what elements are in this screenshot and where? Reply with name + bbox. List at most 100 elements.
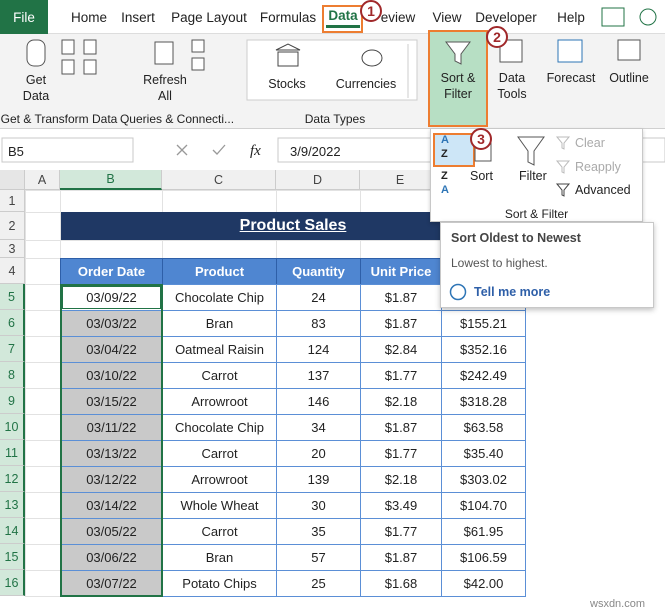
table-cell[interactable]: 24 [276, 284, 361, 311]
table-cell[interactable]: Arrowroot [162, 388, 277, 415]
table-cell[interactable]: $155.21 [441, 310, 526, 337]
cell[interactable] [25, 414, 61, 441]
ribbon-tab[interactable]: Home [70, 9, 107, 25]
table-cell[interactable]: 139 [276, 466, 361, 493]
cell[interactable] [162, 190, 277, 213]
table-cell[interactable]: $1.77 [360, 440, 442, 467]
table-cell[interactable]: $35.40 [441, 440, 526, 467]
cell[interactable] [25, 362, 61, 389]
table-cell[interactable]: $2.18 [360, 388, 442, 415]
table-cell[interactable]: Chocolate Chip [162, 284, 277, 311]
cell[interactable] [25, 466, 61, 493]
table-cell[interactable]: $2.18 [360, 466, 442, 493]
table-cell[interactable]: $318.28 [441, 388, 526, 415]
table-cell[interactable]: Bran [162, 310, 277, 337]
table-cell[interactable]: 124 [276, 336, 361, 363]
table-cell[interactable]: Bran [162, 544, 277, 571]
sort-icon-letter[interactable]: Z [441, 170, 448, 182]
table-cell[interactable]: $1.87 [360, 414, 442, 441]
cell[interactable] [25, 518, 61, 545]
clear-label[interactable]: Clear [575, 136, 605, 150]
table-cell[interactable]: 146 [276, 388, 361, 415]
row-header[interactable]: 6 [0, 310, 25, 336]
cell[interactable] [25, 492, 61, 519]
table-cell[interactable]: Carrot [162, 362, 277, 389]
cell[interactable] [60, 240, 163, 259]
sort-icon-letter[interactable]: A [441, 134, 449, 146]
table-cell[interactable]: 30 [276, 492, 361, 519]
tooltip-link[interactable]: Tell me more [474, 285, 551, 299]
ribbon-tab[interactable]: Insert [121, 9, 155, 25]
table-cell[interactable]: 57 [276, 544, 361, 571]
cell[interactable] [162, 240, 277, 259]
ribbon-tab[interactable]: File [0, 0, 48, 34]
row-header[interactable]: 10 [0, 414, 25, 440]
ribbon-tab[interactable]: Help [557, 9, 585, 25]
table-cell[interactable]: $1.87 [360, 544, 442, 571]
row-header[interactable]: 9 [0, 388, 25, 414]
name-box[interactable] [1, 137, 134, 163]
table-cell[interactable]: $61.95 [441, 518, 526, 545]
row-header[interactable]: 1 [0, 190, 25, 212]
table-cell[interactable]: 34 [276, 414, 361, 441]
cell[interactable] [25, 310, 61, 337]
table-cell[interactable]: $1.77 [360, 518, 442, 545]
filter-label[interactable]: Filter [519, 169, 547, 183]
table-cell[interactable]: Potato Chips [162, 570, 277, 597]
row-header[interactable]: 4 [0, 258, 25, 284]
cell[interactable] [25, 190, 61, 213]
table-cell[interactable]: $1.87 [360, 310, 442, 337]
row-header[interactable]: 5 [0, 284, 25, 310]
table-cell[interactable]: $106.59 [441, 544, 526, 571]
table-cell[interactable]: $242.49 [441, 362, 526, 389]
row-header[interactable]: 14 [0, 518, 25, 544]
table-cell[interactable]: 03/05/22 [60, 518, 163, 545]
row-header[interactable]: 7 [0, 336, 25, 362]
row-header[interactable]: 3 [0, 240, 25, 258]
table-cell[interactable]: 137 [276, 362, 361, 389]
table-cell[interactable]: $104.70 [441, 492, 526, 519]
ribbon-tab[interactable]: View [432, 9, 462, 25]
column-header[interactable]: B [60, 170, 162, 190]
table-cell[interactable]: Whole Wheat [162, 492, 277, 519]
table-cell[interactable]: 20 [276, 440, 361, 467]
cell[interactable] [25, 258, 61, 285]
table-cell[interactable]: $42.00 [441, 570, 526, 597]
advanced-label[interactable]: Advanced [575, 183, 631, 197]
cell[interactable] [25, 388, 61, 415]
sort-icon-letter[interactable]: A [441, 184, 449, 196]
table-cell[interactable]: 25 [276, 570, 361, 597]
table-cell[interactable]: 03/07/22 [60, 570, 163, 597]
cell[interactable] [25, 570, 61, 597]
table-cell[interactable]: $63.58 [441, 414, 526, 441]
row-header[interactable]: 2 [0, 212, 25, 240]
table-cell[interactable]: $3.49 [360, 492, 442, 519]
reapply-label[interactable]: Reapply [575, 160, 621, 174]
cell[interactable] [276, 240, 361, 259]
cell[interactable] [25, 336, 61, 363]
table-cell[interactable]: 03/15/22 [60, 388, 163, 415]
table-cell[interactable]: $1.68 [360, 570, 442, 597]
ribbon-tab[interactable]: Formulas [259, 9, 317, 25]
column-header[interactable]: A [25, 170, 60, 190]
cell[interactable] [25, 240, 61, 259]
table-cell[interactable]: $2.84 [360, 336, 442, 363]
column-header[interactable]: D [276, 170, 360, 190]
ribbon-tab[interactable]: eview [380, 9, 416, 25]
table-cell[interactable]: $352.16 [441, 336, 526, 363]
sort-icon-letter[interactable]: Z [441, 148, 448, 160]
column-header[interactable]: C [162, 170, 276, 190]
cell[interactable] [276, 190, 361, 213]
sort-label[interactable]: Sort [470, 169, 493, 183]
row-header[interactable]: 15 [0, 544, 25, 570]
cell[interactable] [60, 190, 163, 213]
row-header[interactable]: 12 [0, 466, 25, 492]
sort-ascending-button[interactable] [433, 133, 475, 167]
table-cell[interactable]: 03/12/22 [60, 466, 163, 493]
table-cell[interactable]: Carrot [162, 518, 277, 545]
table-cell[interactable]: 03/10/22 [60, 362, 163, 389]
table-cell[interactable]: Chocolate Chip [162, 414, 277, 441]
cell[interactable] [25, 212, 61, 241]
ribbon-tab[interactable]: Page Layout [171, 9, 247, 25]
table-cell[interactable]: 03/13/22 [60, 440, 163, 467]
